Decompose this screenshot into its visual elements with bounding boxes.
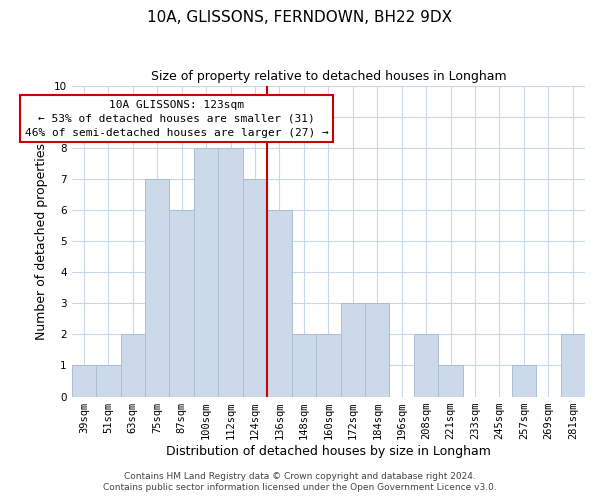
- Bar: [71, 366, 96, 396]
- Bar: [169, 210, 194, 396]
- Bar: [121, 334, 145, 396]
- Text: 10A GLISSONS: 123sqm
← 53% of detached houses are smaller (31)
46% of semi-detac: 10A GLISSONS: 123sqm ← 53% of detached h…: [25, 100, 329, 138]
- Bar: [365, 304, 389, 396]
- Bar: [560, 334, 585, 396]
- Bar: [414, 334, 439, 396]
- Y-axis label: Number of detached properties: Number of detached properties: [35, 142, 48, 340]
- Text: 10A, GLISSONS, FERNDOWN, BH22 9DX: 10A, GLISSONS, FERNDOWN, BH22 9DX: [148, 10, 452, 25]
- X-axis label: Distribution of detached houses by size in Longham: Distribution of detached houses by size …: [166, 444, 491, 458]
- Bar: [194, 148, 218, 396]
- Bar: [145, 179, 169, 396]
- Bar: [267, 210, 292, 396]
- Bar: [341, 304, 365, 396]
- Bar: [316, 334, 341, 396]
- Bar: [439, 366, 463, 396]
- Title: Size of property relative to detached houses in Longham: Size of property relative to detached ho…: [151, 70, 506, 83]
- Bar: [96, 366, 121, 396]
- Bar: [512, 366, 536, 396]
- Text: Contains HM Land Registry data © Crown copyright and database right 2024.
Contai: Contains HM Land Registry data © Crown c…: [103, 472, 497, 492]
- Bar: [218, 148, 243, 396]
- Bar: [243, 179, 267, 396]
- Bar: [292, 334, 316, 396]
